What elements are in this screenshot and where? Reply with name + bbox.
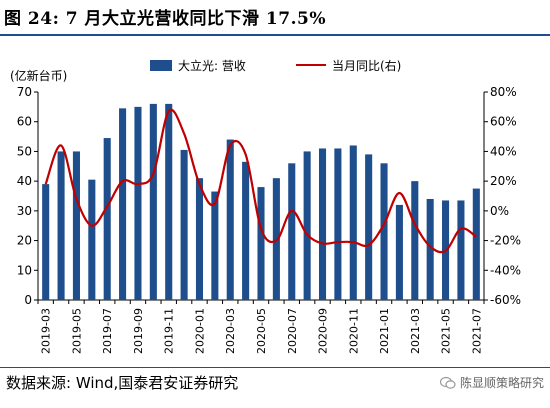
right-tick-label: 0% [490,204,509,218]
left-tick-label: 60 [17,115,32,129]
x-tick-label: 2019-11 [163,308,176,354]
bars [42,103,480,300]
revenue-bar [134,106,142,300]
x-tick-label: 2021-03 [409,308,422,354]
revenue-bar [365,154,373,300]
left-tick-label: 30 [17,204,32,218]
revenue-bar [472,188,480,300]
x-tick-label: 2020-05 [255,308,268,354]
right-tick-label: 20% [490,174,517,188]
x-tick-label: 2020-01 [193,308,206,354]
revenue-bar [195,178,204,300]
revenue-bar [180,149,188,300]
revenue-bar [288,163,296,300]
revenue-bar [349,145,357,300]
revenue-bar [149,103,157,300]
legend-line-label: 当月同比(右) [332,58,401,73]
x-tick-label: 2021-01 [378,308,391,354]
watermark-text: 陈显顺策略研究 [459,376,544,390]
left-tick-label: 20 [17,234,32,248]
revenue-bar [334,148,342,300]
revenue-bar [57,151,65,300]
x-tick-label: 2020-03 [224,308,237,354]
revenue-bar [165,103,173,300]
x-tick-label: 2019-05 [70,308,83,354]
legend: 大立光: 营收 当月同比(右) [150,58,401,73]
left-tick-label: 0 [24,293,32,307]
revenue-bar [72,151,80,300]
x-tick-label: 2020-07 [286,308,299,354]
revenue-bar [211,191,219,300]
revenue-bar [103,138,111,300]
watermark: 陈显顺策略研究 [439,374,544,391]
revenue-bar [119,108,127,300]
revenue-bar [272,178,280,300]
wechat-icon [439,376,456,389]
y-axis-unit-label: (亿新台币) [10,68,67,83]
right-tick-label: -20% [490,234,521,248]
right-tick-label: 40% [490,144,517,158]
revenue-bar [411,181,419,300]
page-title: 图 24: 7 月大立光营收同比下滑 17.5% [4,9,326,29]
legend-bar-swatch [150,60,172,71]
left-tick-label: 40 [17,174,32,188]
source-note: 数据来源: Wind,国泰君安证券研究 [6,374,239,392]
x-tick-label: 2020-09 [317,308,330,354]
revenue-bar [303,151,311,300]
x-tick-label: 2019-07 [101,308,114,354]
x-tick-label: 2019-09 [132,308,145,354]
revenue-bar [380,163,388,300]
tick-labels: 0 10 20 30 40 50 60 70 -60% -40% -20% 0% 20% 40% 60% 80… [17,85,521,354]
revenue-bar [226,139,234,300]
left-tick-label: 50 [17,144,32,158]
revenue-bar [88,179,96,300]
right-tick-label: 60% [490,115,517,129]
right-tick-label: 80% [490,85,517,99]
chart: (亿新台币) 大立光: 营收 当月同比(右) 0 10 20 30 40 50 60 70 -6… [10,58,521,354]
revenue-bar [395,204,403,300]
revenue-bar [318,148,327,300]
right-tick-label: -40% [490,263,521,277]
revenue-bar [242,161,250,300]
revenue-bar [257,187,265,300]
legend-bar-label: 大立光: 营收 [178,58,246,73]
yoy-growth-line [44,108,477,254]
footer-divider [0,367,550,368]
x-tick-label: 2021-05 [440,308,453,354]
x-tick-label: 2020-11 [347,308,360,354]
x-tick-label: 2021-07 [470,308,483,354]
left-tick-label: 70 [17,85,32,99]
revenue-bar [457,200,465,300]
title-divider [0,34,550,36]
x-tick-label: 2019-03 [40,308,53,354]
left-tick-label: 10 [17,263,32,277]
right-tick-label: -60% [490,293,521,307]
lines [44,108,477,254]
revenue-bar [426,198,434,300]
revenue-bar [42,184,50,300]
